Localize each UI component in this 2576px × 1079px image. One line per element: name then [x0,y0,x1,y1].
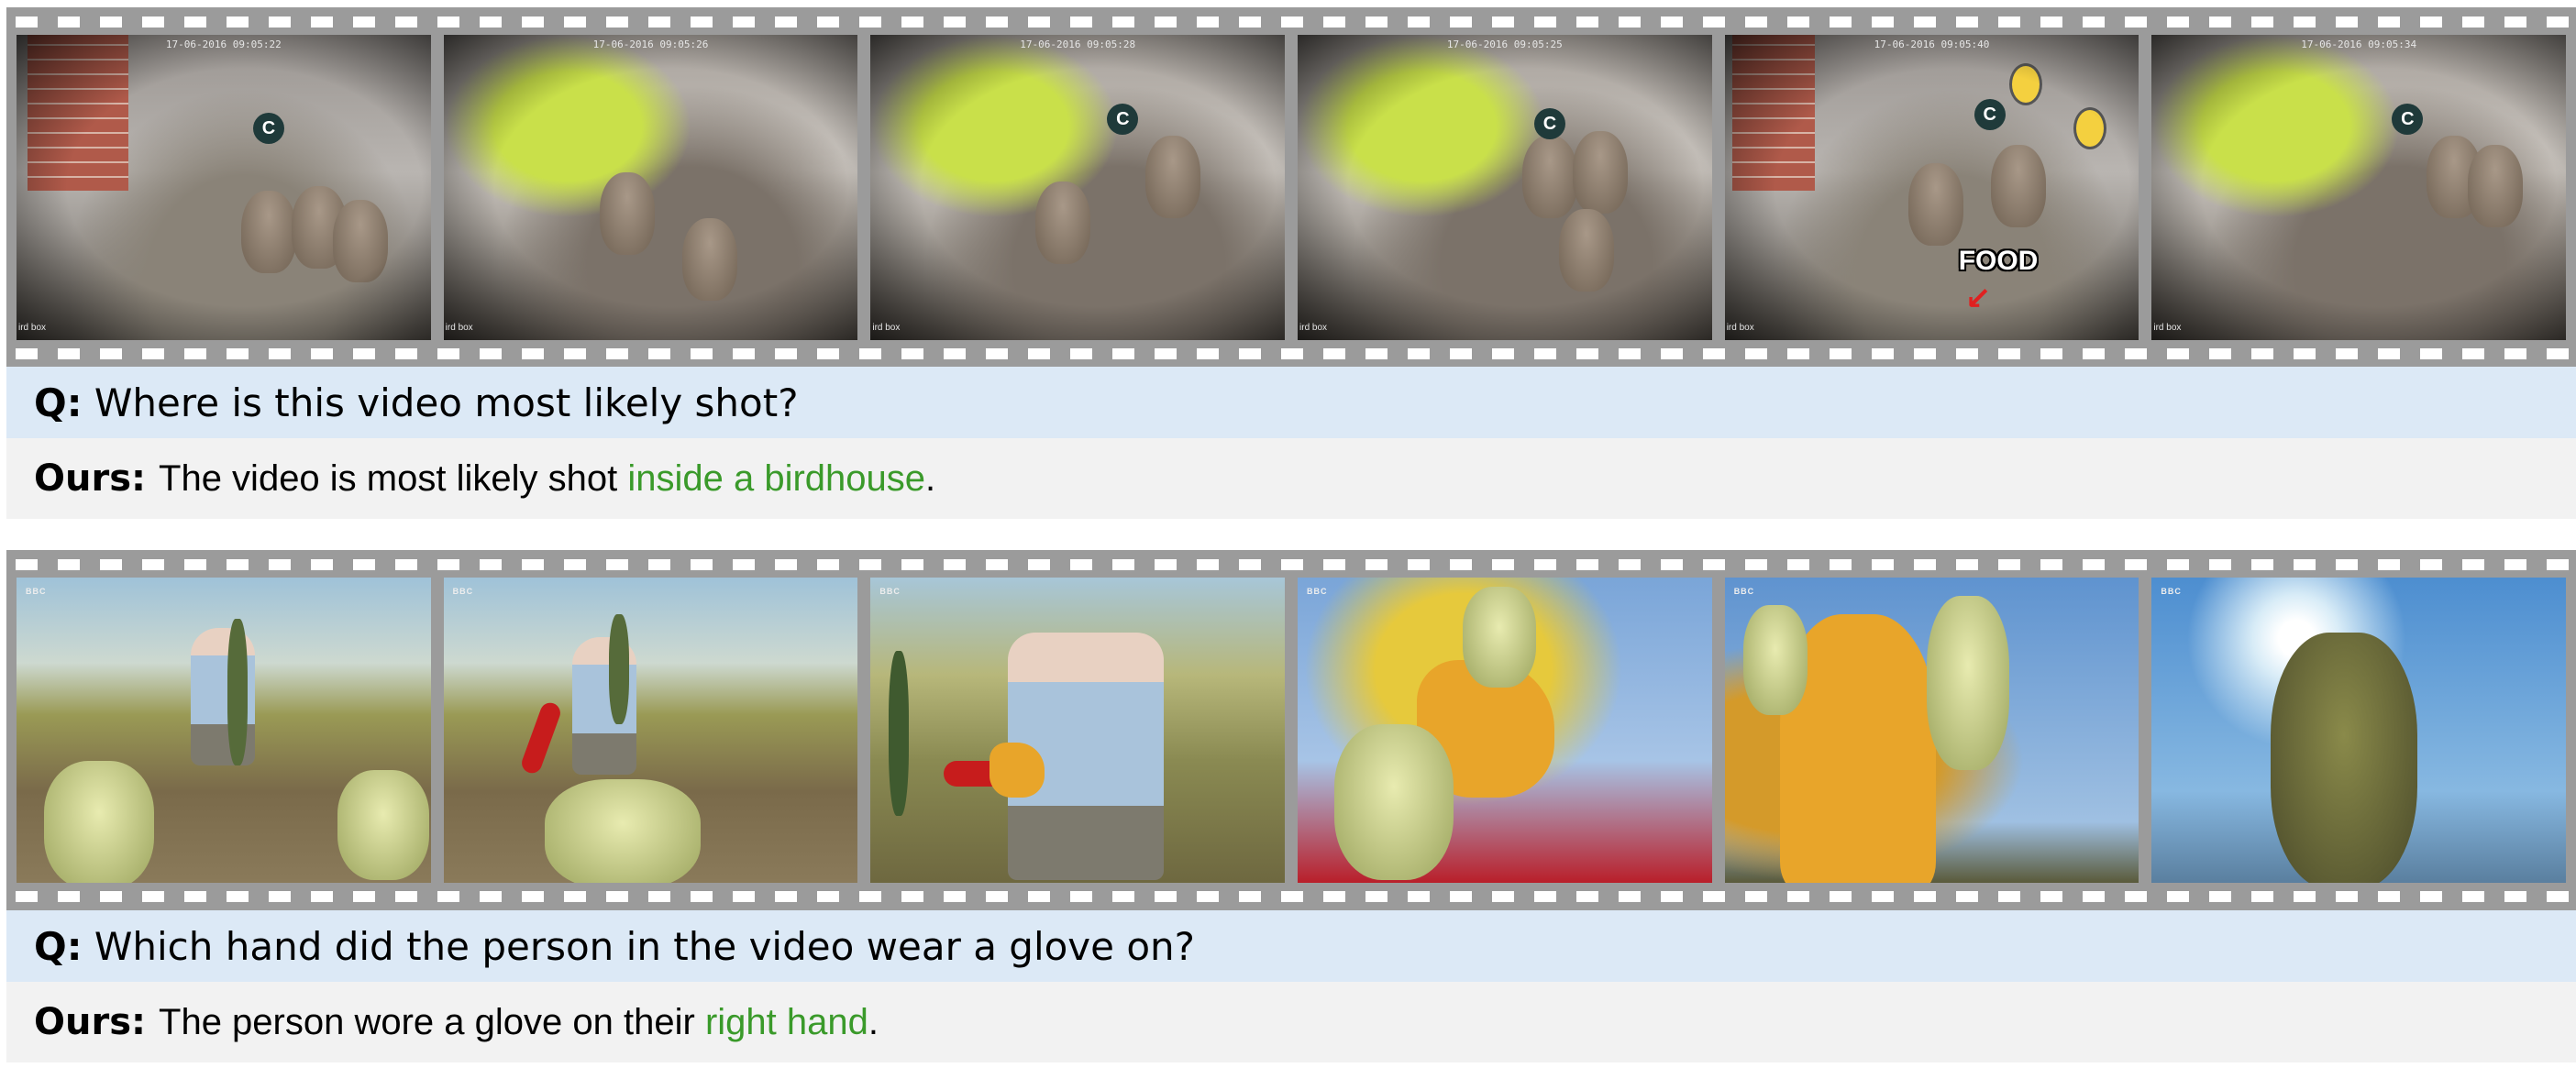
video-frame: BBC [443,578,858,883]
bbc-watermark: BBC [879,587,901,596]
video-frame: C FOOD ↙ 17-06-2016 09:05:40 ird box [1724,35,2139,340]
filmstrip-2: BBC BBC BBC BBC BBC [6,550,2576,911]
video-frame: BBC [870,578,1286,883]
answer-highlight: right hand [704,1001,868,1042]
arrow-left-icon: ↙ [1964,281,1992,317]
film-sprocket-holes [6,559,2576,570]
cactus [227,619,248,765]
video-frame: 17-06-2016 09:05:26 ird box [443,35,858,340]
video-frame: C 17-06-2016 09:05:34 ird box [2151,35,2567,340]
cactus [544,779,701,883]
answer-after: . [868,1001,879,1042]
food-overlay-label: FOOD [1958,246,2039,276]
corner-label: ird box [1726,323,1754,333]
vignette [1298,35,1712,340]
cactus [608,614,629,724]
answer-text: Ours: The video is most likely shot insi… [34,438,935,519]
cactus [1926,596,2009,770]
question-bar-2: Q: Which hand did the person in the vide… [6,910,2576,982]
bbc-watermark: BBC [452,587,474,596]
film-sprocket-holes [6,17,2576,28]
bbc-watermark: BBC [1307,587,1328,596]
film-sprocket-holes [6,891,2576,902]
vignette [1724,35,2139,340]
question-text: Q: Where is this video most likely shot? [34,367,799,438]
answer-after: . [925,457,936,499]
timestamp: 17-06-2016 09:05:25 [1446,39,1563,50]
video-frame: C 17-06-2016 09:05:25 ird box [1298,35,1712,340]
bbc-watermark: BBC [26,587,47,596]
answer-label: Ours: [34,457,147,500]
answer-before: The person wore a glove on their [159,1001,695,1042]
answer-bar-1: Ours: The video is most likely shot insi… [6,438,2576,519]
corner-label: ird box [872,323,901,333]
answer-label: Ours: [34,1001,147,1043]
timestamp: 17-06-2016 09:05:22 [165,39,282,50]
question-bar-1: Q: Where is this video most likely shot? [6,367,2576,438]
timestamp: 17-06-2016 09:05:28 [1020,39,1136,50]
cactus [337,770,429,880]
question-prefix: Q: [34,380,83,425]
video-frame: BBC [1724,578,2139,883]
question: Which hand did the person in the video w… [94,923,1195,969]
vignette [17,35,431,340]
glove [989,743,1045,798]
filmstrip-1: C 17-06-2016 09:05:22 ird box 17-06-2016… [6,7,2576,369]
video-frame: BBC [2151,578,2567,883]
bbc-watermark: BBC [1733,587,1755,596]
cactus [1463,587,1537,688]
bbc-watermark: BBC [2161,587,2182,596]
video-frame: C 17-06-2016 09:05:22 ird box [17,35,431,340]
answer-text: Ours: The person wore a glove on their r… [34,982,879,1062]
timestamp: 17-06-2016 09:05:26 [592,39,709,50]
answer-highlight: inside a birdhouse [627,457,926,499]
vignette [443,35,858,340]
frame-row: C 17-06-2016 09:05:22 ird box 17-06-2016… [17,35,2567,340]
video-frame: C 17-06-2016 09:05:28 ird box [870,35,1286,340]
cactus [1742,605,1808,715]
cactus [44,761,154,883]
vignette [870,35,1286,340]
corner-label: ird box [1299,323,1328,333]
answer-before: The video is most likely shot [159,457,618,499]
timestamp: 17-06-2016 09:05:40 [1874,39,1990,50]
cactus [889,651,910,816]
video-frame: BBC [17,578,431,883]
answer-bar-2: Ours: The person wore a glove on their r… [6,982,2576,1062]
corner-label: ird box [445,323,473,333]
question: Where is this video most likely shot? [94,380,799,425]
corner-label: ird box [18,323,47,333]
cactus [2271,633,2418,883]
red-sleeve [518,699,563,776]
video-frame: BBC [1298,578,1712,883]
vignette [2151,35,2567,340]
question-text: Q: Which hand did the person in the vide… [34,910,1195,982]
frame-row: BBC BBC BBC BBC BBC [17,578,2567,883]
film-sprocket-holes [6,348,2576,359]
cactus [1334,724,1454,880]
question-prefix: Q: [34,923,83,969]
timestamp: 17-06-2016 09:05:34 [2301,39,2417,50]
corner-label: ird box [2153,323,2182,333]
